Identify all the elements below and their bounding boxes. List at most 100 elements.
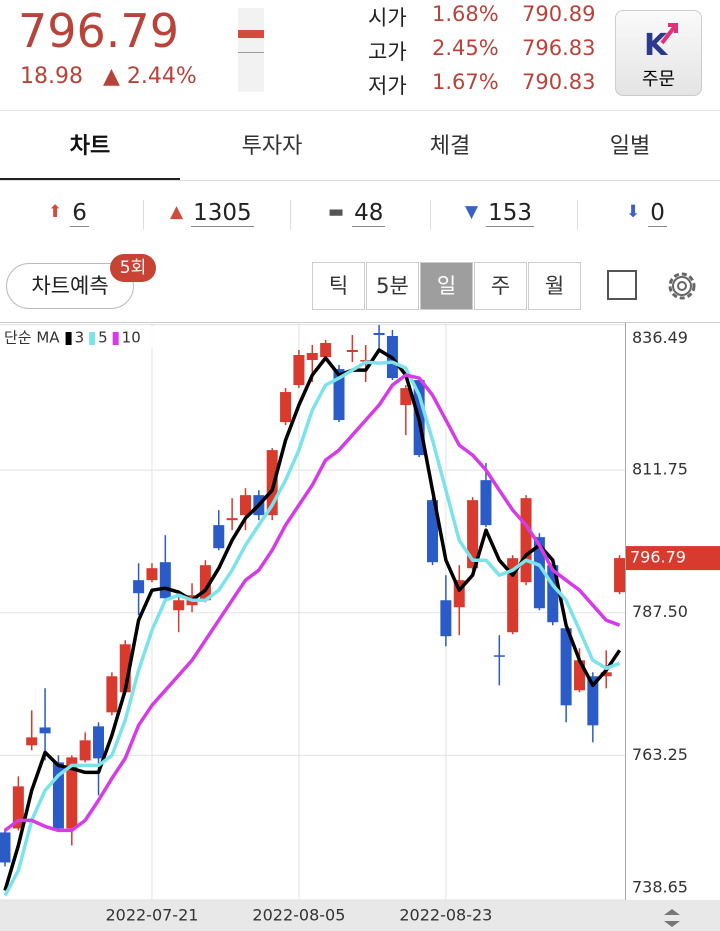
candle-body bbox=[480, 480, 492, 526]
candle-body bbox=[146, 568, 158, 581]
checkbox[interactable] bbox=[607, 270, 637, 300]
candle-body bbox=[226, 518, 238, 521]
legend-swatch bbox=[65, 332, 72, 345]
price: 796.79 bbox=[18, 4, 179, 58]
period-button[interactable]: 틱 bbox=[312, 262, 365, 310]
count-separator bbox=[290, 200, 291, 230]
count-value: 6 bbox=[70, 200, 89, 227]
count-icon: ▼ bbox=[465, 202, 479, 222]
candle-body bbox=[400, 388, 412, 406]
count-icon: ▲ bbox=[170, 202, 184, 222]
candle-body bbox=[52, 762, 64, 829]
quote-label: 고가 bbox=[368, 40, 407, 64]
order-label: 주문 bbox=[641, 69, 676, 90]
candle-body bbox=[320, 343, 332, 358]
predict-badge: 5회 bbox=[110, 254, 156, 282]
ma-line bbox=[3, 360, 621, 897]
candle-body bbox=[66, 757, 78, 829]
period-button[interactable]: 월 bbox=[528, 262, 581, 310]
tab[interactable]: 일별 bbox=[609, 134, 651, 159]
candle-body bbox=[453, 580, 465, 608]
ma-line bbox=[3, 348, 622, 891]
y-tick-label: 763.25 bbox=[632, 745, 688, 764]
count-item: ⬇ 0 bbox=[626, 200, 667, 227]
candle-body bbox=[39, 727, 51, 734]
candle-body bbox=[587, 676, 599, 726]
candle-body bbox=[159, 562, 171, 599]
tab[interactable]: 투자자 bbox=[241, 134, 303, 159]
candle-body bbox=[600, 672, 612, 677]
legend-bg bbox=[1, 326, 161, 348]
x-tick-label: 2022-08-23 bbox=[399, 906, 492, 925]
legend-swatch bbox=[112, 332, 119, 345]
quote-value: 790.89 bbox=[522, 2, 596, 26]
ma-line bbox=[3, 373, 621, 833]
count-icon: ⬆ bbox=[48, 202, 63, 222]
x-tick-label: 2022-08-05 bbox=[252, 906, 345, 925]
tab[interactable]: 차트 bbox=[69, 134, 111, 159]
candle-body bbox=[280, 392, 292, 423]
candle-body bbox=[520, 498, 532, 583]
period-button[interactable]: 5분 bbox=[366, 262, 419, 310]
quote-value: 796.83 bbox=[522, 36, 596, 60]
legend-label: 3 bbox=[75, 329, 85, 347]
last-price-label: 796.79 bbox=[630, 548, 686, 567]
change-pct: ▲ 2.44% bbox=[103, 64, 197, 89]
predict-button[interactable]: 차트예측 bbox=[6, 263, 134, 309]
candle-body bbox=[173, 600, 185, 611]
count-separator bbox=[143, 200, 144, 230]
candle-body bbox=[26, 737, 38, 746]
count-separator bbox=[430, 200, 431, 230]
count-item: ▬ 48 bbox=[328, 200, 386, 227]
candle-body bbox=[573, 660, 585, 691]
candle-body bbox=[547, 565, 559, 623]
legend-swatch bbox=[89, 332, 96, 345]
candle-body bbox=[293, 355, 305, 386]
count-value: 48 bbox=[352, 200, 386, 227]
settings-icon[interactable] bbox=[663, 267, 701, 305]
candle-body bbox=[493, 655, 505, 657]
candle-body bbox=[133, 580, 145, 594]
y-tick-label: 836.49 bbox=[632, 328, 688, 347]
tab-underline bbox=[0, 178, 180, 181]
candle-body bbox=[79, 740, 91, 761]
order-logo: K bbox=[644, 23, 678, 63]
tab[interactable]: 체결 bbox=[429, 134, 471, 159]
candle-body bbox=[427, 500, 439, 563]
count-icon: ▬ bbox=[328, 202, 345, 222]
candle-body bbox=[199, 565, 211, 601]
count-separator bbox=[577, 200, 578, 230]
y-tick-label: 787.50 bbox=[632, 602, 688, 621]
candle-body bbox=[266, 450, 278, 516]
candle-body bbox=[213, 525, 225, 549]
quote-pct: 1.68% bbox=[432, 2, 499, 26]
candle-body bbox=[119, 644, 131, 693]
count-value: 153 bbox=[486, 200, 534, 227]
candle-body bbox=[346, 350, 358, 353]
divider bbox=[0, 180, 720, 181]
candle-body bbox=[306, 353, 318, 361]
quote-label: 저가 bbox=[368, 74, 407, 98]
candle-body bbox=[467, 500, 479, 569]
order-button[interactable]: K 주문 bbox=[615, 10, 702, 96]
mini-range bbox=[238, 8, 264, 92]
period-button[interactable]: 일 bbox=[420, 262, 473, 310]
period-button[interactable]: 주 bbox=[474, 262, 527, 310]
legend-title: 단순 MA bbox=[4, 329, 60, 347]
candle-body bbox=[333, 369, 345, 421]
y-tick-label: 738.65 bbox=[632, 878, 688, 897]
candle-body bbox=[106, 676, 118, 713]
quote-value: 790.83 bbox=[522, 70, 596, 94]
quote-label: 시가 bbox=[368, 6, 407, 30]
count-value: 0 bbox=[648, 200, 667, 227]
candle-body bbox=[533, 537, 545, 609]
x-tick-label: 2022-07-21 bbox=[105, 906, 198, 925]
candle-body bbox=[0, 832, 11, 863]
x-axis-strip bbox=[0, 900, 720, 931]
candle-body bbox=[239, 495, 251, 516]
candle-body bbox=[93, 726, 105, 759]
candle-body bbox=[373, 333, 385, 336]
count-item: ⬆ 6 bbox=[48, 200, 89, 227]
candle-body bbox=[12, 786, 24, 829]
quote-pct: 1.67% bbox=[432, 70, 499, 94]
